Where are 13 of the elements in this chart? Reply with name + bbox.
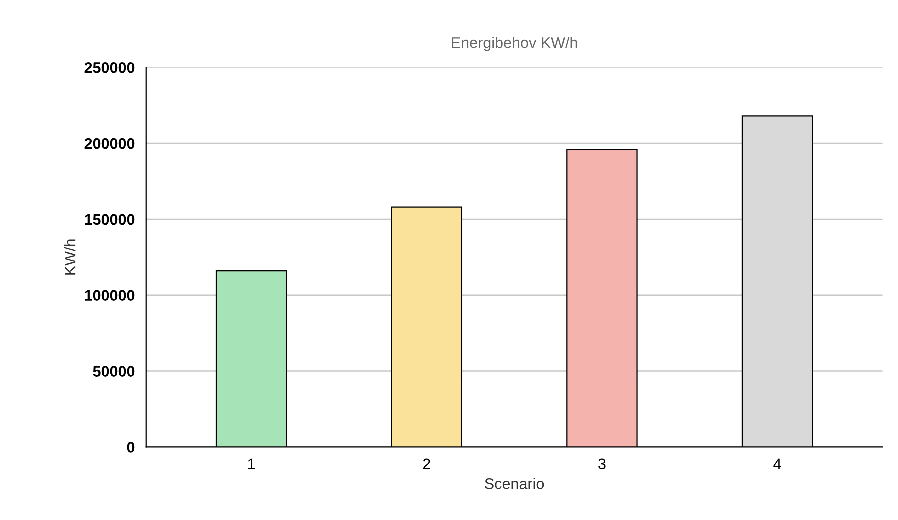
x-tick-label: 3 [598,458,606,470]
y-tick-label: 50000 [93,366,135,377]
y-tick-label: 0 [127,442,135,453]
y-axis-title: KW/h [64,240,76,275]
chart-title: Energibehov KW/h [452,37,578,52]
y-tick-label: 200000 [84,138,135,150]
y-tick-label: 250000 [84,62,135,74]
x-tick-label: 4 [774,458,782,470]
y-tick-label: 150000 [85,214,135,226]
x-tick-label: 2 [423,458,430,470]
y-tick-label: 100000 [85,290,135,302]
x-tick-label: 1 [248,458,256,470]
x-axis-title: Scenario [485,478,544,490]
